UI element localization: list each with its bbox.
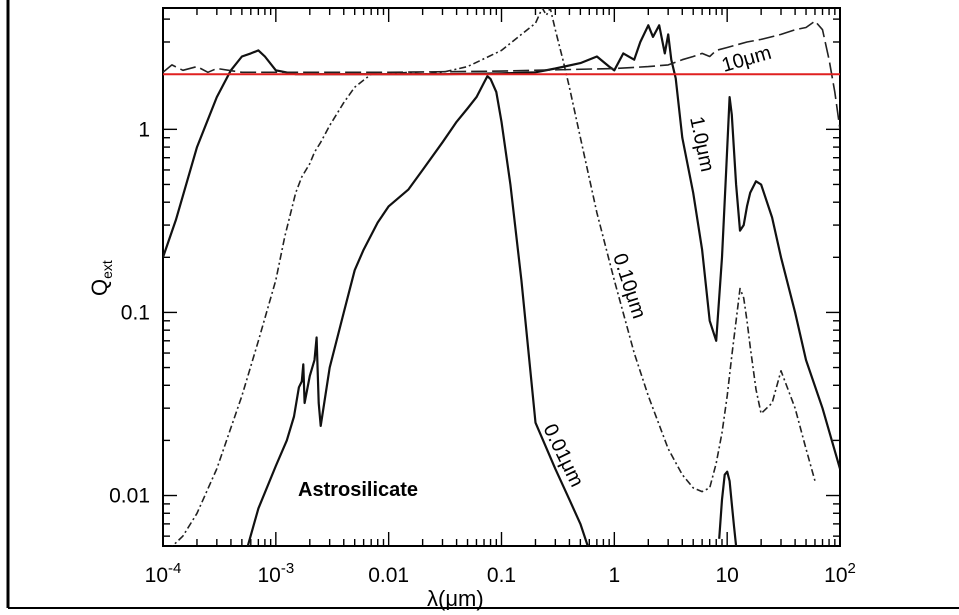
y-tick-label: 0.01 [109, 485, 150, 508]
series-layer [163, 8, 840, 546]
x-tick-label: 0.1 [487, 564, 516, 587]
series-line-extra-4 [718, 470, 738, 546]
axis-ticks [162, 8, 841, 546]
y-tick-label: 0.1 [121, 301, 150, 324]
series-label-1um: 1.0μm [685, 114, 718, 173]
x-tick-label: 10 [715, 564, 738, 587]
series-label-001um: 0.01μm [539, 421, 588, 491]
series-line-0.01m [246, 75, 589, 546]
y-axis-label: Qext [87, 260, 115, 296]
x-tick-label: 0.01 [368, 564, 409, 587]
series-line-10m [163, 20, 840, 130]
astrosilicate-annotation: Astrosilicate [298, 479, 418, 501]
series-line-0.10m [171, 8, 816, 546]
series-line-1.0m [163, 24, 840, 470]
series-label-010um: 0.10μm [608, 251, 650, 322]
y-axis-label-sub: ext [99, 260, 115, 279]
y-tick-label: 1 [138, 118, 150, 141]
x-tick-label: 10-4 [145, 560, 182, 587]
y-axis-label-main: Q [87, 279, 112, 296]
x-tick-labels: 10-4 10-3 0.01 0.1 1 10 102 [145, 560, 856, 587]
plot-area [162, 7, 841, 547]
x-axis-label: λ(μm) [427, 586, 484, 611]
x-tick-label: 1 [608, 564, 620, 587]
x-tick-label: 10-3 [257, 560, 294, 587]
x-tick-label: 102 [824, 560, 856, 587]
y-tick-labels: 0.01 0.1 1 [109, 118, 150, 507]
